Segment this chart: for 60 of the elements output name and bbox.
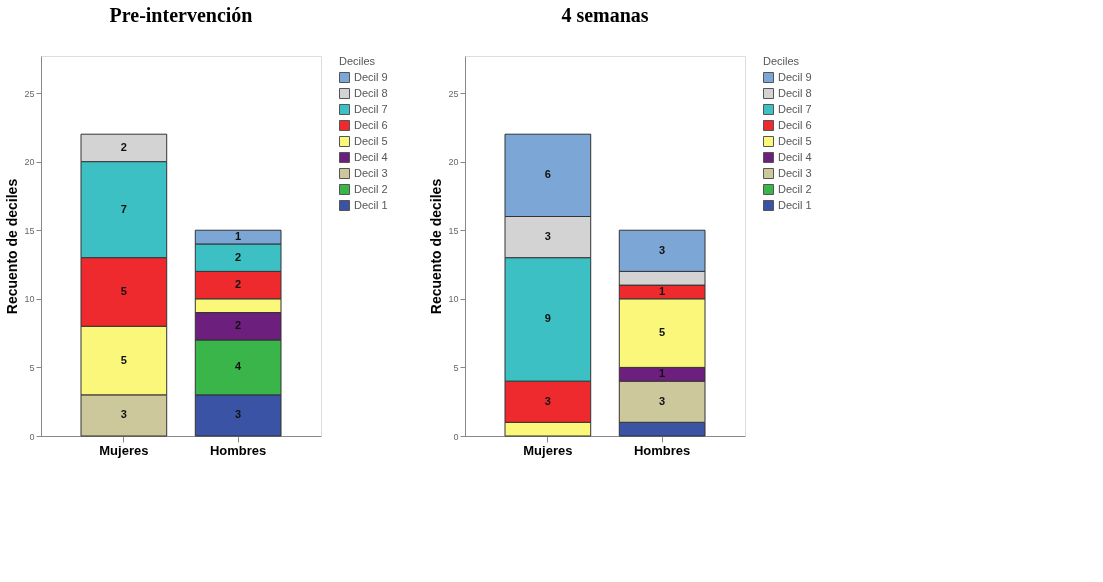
y-tick-label: 10	[24, 294, 35, 305]
data-label: 3	[544, 394, 551, 407]
data-label: 5	[120, 284, 127, 297]
data-label: 1	[659, 367, 666, 380]
legend-label: Decil 9	[354, 70, 388, 83]
legend-label: Decil 2	[354, 182, 388, 195]
data-label: 3	[659, 394, 666, 407]
y-axis-title: Recuento de deciles	[428, 178, 445, 315]
data-label: 2	[235, 250, 242, 263]
x-tick-label: Hombres	[209, 442, 267, 458]
y-tick-label: 0	[29, 431, 35, 442]
y-tick-label: 20	[24, 157, 35, 168]
y-axis-title: Recuento de deciles	[4, 178, 21, 315]
data-label: 1	[235, 230, 242, 243]
legend-label: Decil 8	[778, 86, 812, 99]
x-tick-label: Hombres	[633, 442, 691, 458]
y-tick-label: 0	[453, 431, 459, 442]
chart-title: Pre-intervención	[109, 4, 253, 26]
legend-label: Decil 5	[354, 134, 388, 147]
legend-label: Decil 9	[778, 70, 812, 83]
y-tick-label: 15	[24, 225, 35, 236]
data-label: 3	[235, 408, 242, 421]
data-label: 4	[235, 360, 243, 373]
legend-label: Decil 5	[778, 134, 812, 147]
y-tick-label: 20	[448, 157, 459, 168]
y-tick-label: 10	[448, 294, 459, 305]
data-label: 2	[235, 278, 242, 291]
legend-label: Decil 7	[778, 102, 812, 115]
data-label: 5	[120, 353, 127, 366]
data-label: 9	[544, 312, 551, 325]
data-label: 1	[659, 284, 666, 297]
legend-title: Deciles	[339, 55, 376, 67]
data-label: 2	[120, 140, 127, 153]
data-label: 2	[235, 319, 242, 332]
legend-label: Decil 6	[354, 118, 388, 131]
data-label: 3	[120, 408, 127, 421]
legend-label: Decil 4	[778, 150, 812, 163]
data-label: 6	[544, 168, 551, 181]
legend-label: Decil 1	[354, 198, 388, 211]
y-tick-label: 25	[448, 88, 459, 99]
y-tick-label: 15	[448, 225, 459, 236]
data-label: 7	[120, 202, 127, 215]
data-label: 3	[544, 230, 551, 243]
chart-title: 4 semanas	[561, 4, 649, 26]
x-tick-label: Mujeres	[523, 442, 573, 458]
data-label: 3	[659, 243, 666, 256]
legend-label: Decil 4	[354, 150, 388, 163]
legend-label: Decil 6	[778, 118, 812, 131]
y-tick-label: 5	[453, 362, 459, 373]
data-label: 5	[659, 326, 666, 339]
y-tick-label: 5	[29, 362, 35, 373]
x-tick-label: Mujeres	[99, 442, 149, 458]
legend-label: Decil 8	[354, 86, 388, 99]
legend-label: Decil 7	[354, 102, 388, 115]
legend-title: Deciles	[763, 55, 800, 67]
y-tick-label: 25	[24, 88, 35, 99]
legend-label: Decil 3	[778, 166, 812, 179]
legend-label: Decil 1	[778, 198, 812, 211]
legend-label: Decil 2	[778, 182, 812, 195]
legend-label: Decil 3	[354, 166, 388, 179]
